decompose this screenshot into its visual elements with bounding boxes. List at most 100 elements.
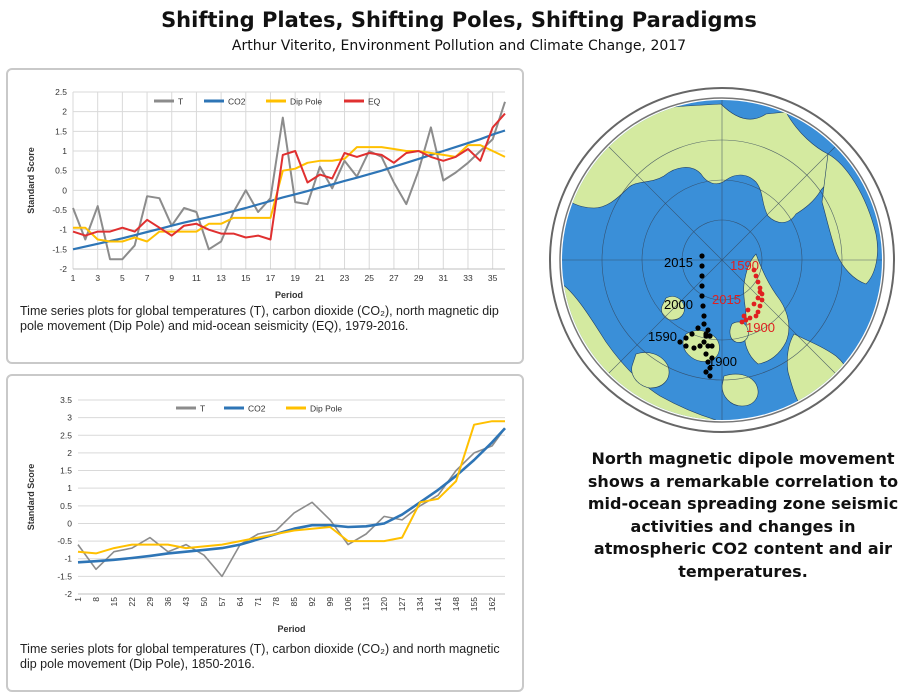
land-island-3: [721, 373, 759, 407]
y-tick-label: 3: [67, 413, 72, 423]
pole-point-black: [705, 343, 711, 349]
y-tick-label: 1.5: [60, 466, 72, 476]
series-line-dip-pole: [73, 144, 506, 243]
pole-point-black: [707, 333, 713, 339]
x-tick-label: 92: [307, 597, 317, 607]
y-tick-label: -2: [59, 264, 67, 274]
y-tick-label: 0: [67, 518, 72, 528]
y-tick-label: 2.5: [55, 87, 67, 97]
pole-point-red: [743, 317, 749, 323]
pole-point-black: [709, 343, 715, 349]
x-tick-label: 15: [109, 597, 119, 607]
x-tick-label: 15: [241, 273, 251, 283]
y-tick-label: -1.5: [57, 571, 72, 581]
pole-point-red: [755, 295, 761, 301]
pole-point-black: [699, 293, 705, 299]
legend-label: Dip Pole: [290, 97, 322, 107]
chart-2-caption: Time series plots for global temperature…: [20, 642, 500, 671]
map-label-black-2015: 2015: [664, 255, 693, 270]
x-tick-label: 155: [469, 597, 479, 611]
pole-point-red: [741, 313, 747, 319]
pole-point-black: [699, 263, 705, 269]
x-tick-label: 1: [73, 597, 83, 602]
x-tick-label: 120: [379, 597, 389, 611]
pole-point-red: [739, 319, 745, 325]
x-tick-label: 127: [397, 597, 407, 611]
series-line-dip-pole: [77, 420, 505, 555]
x-tick-label: 85: [289, 597, 299, 607]
land-canada: [562, 103, 833, 223]
y-tick-label: 1: [67, 483, 72, 493]
pole-point-red: [757, 285, 763, 291]
x-tick-label: 113: [361, 597, 371, 611]
pole-point-black: [699, 253, 705, 259]
pole-point-black: [709, 355, 715, 361]
x-tick-label: 9: [169, 273, 174, 283]
chart-1-caption: Time series plots for global temperature…: [20, 304, 499, 333]
pole-point-black: [699, 273, 705, 279]
map-label-red-2015: 2015: [712, 292, 741, 307]
y-tick-label: 2: [67, 448, 72, 458]
map-label-black-1900: 1900: [708, 354, 737, 369]
dip-pole-track-red: [739, 267, 765, 325]
x-tick-label: 7: [145, 273, 150, 283]
legend-label: EQ: [368, 97, 381, 107]
pole-point-red: [753, 313, 759, 319]
map-inner-ring: [559, 97, 885, 423]
summary-text: North magnetic dipole movement shows a r…: [587, 449, 899, 581]
x-tick-label: 78: [271, 597, 281, 607]
x-tick-label: 27: [389, 273, 399, 283]
y-tick-label: -1: [64, 554, 72, 564]
x-tick-label: 22: [127, 597, 137, 607]
x-tick-label: 25: [364, 273, 374, 283]
pole-point-black: [705, 327, 711, 333]
y-tick-label: 0.5: [60, 501, 72, 511]
pole-point-red: [751, 267, 757, 273]
x-tick-label: 71: [253, 597, 263, 607]
pole-point-black: [707, 365, 713, 371]
pole-point-black: [703, 351, 709, 357]
y-tick-label: -2: [64, 589, 72, 599]
pole-point-black: [695, 325, 701, 331]
x-axis-label: Period: [275, 290, 303, 300]
x-tick-label: 57: [217, 597, 227, 607]
pole-point-black: [683, 343, 689, 349]
map-label-black-1590: 1590: [648, 329, 677, 344]
y-tick-label: -1: [59, 225, 67, 235]
map-graticule: [562, 100, 882, 420]
series-line-eq: [72, 112, 506, 241]
pole-point-red: [755, 309, 761, 315]
pole-point-black: [699, 283, 705, 289]
x-tick-label: 3: [95, 273, 100, 283]
pole-point-black: [691, 345, 697, 351]
pole-point-black: [683, 335, 689, 341]
chart-1: -2-1.5-1-0.500.511.522.51 3 5 7 9 11 13 15 17 19 2…: [26, 87, 506, 300]
pole-point-black: [701, 313, 707, 319]
pole-point-black: [689, 331, 695, 337]
y-tick-label: -0.5: [52, 205, 67, 215]
x-tick-label: 19: [290, 273, 300, 283]
series-line-co2: [77, 427, 506, 564]
legend-label: CO2: [228, 97, 246, 107]
legend-label: Dip Pole: [310, 404, 342, 414]
pole-point-red: [747, 315, 753, 321]
x-tick-label: 21: [315, 273, 325, 283]
map-label-black-2000: 2000: [664, 297, 693, 312]
x-tick-label: 13: [216, 273, 226, 283]
pole-point-black: [677, 339, 683, 345]
page-title: Shifting Plates, Shifting Poles, Shiftin…: [161, 8, 757, 32]
x-tick-label: 29: [414, 273, 424, 283]
pole-point-black: [701, 321, 707, 327]
map-label-red-1900: 1900: [746, 320, 775, 335]
land-greenland: [743, 253, 790, 365]
x-tick-label: 5: [120, 273, 125, 283]
dip-pole-track-black: [677, 253, 715, 379]
legend-label: T: [200, 404, 205, 414]
chart-panel-2: -2 -1.5 -1 -0.5 0 0.5 1 1.5 2 2.5 3 3.5 1 8 15 22 29 36 43…: [6, 374, 524, 692]
page-subtitle: Arthur Viterito, Environment Pollution a…: [231, 38, 687, 54]
y-tick-label: 1.5: [55, 126, 67, 136]
legend-label: CO2: [248, 404, 266, 414]
y-tick-label: 3.5: [60, 395, 72, 405]
series-line-t: [77, 427, 506, 578]
y-tick-label: 0.5: [55, 166, 67, 176]
